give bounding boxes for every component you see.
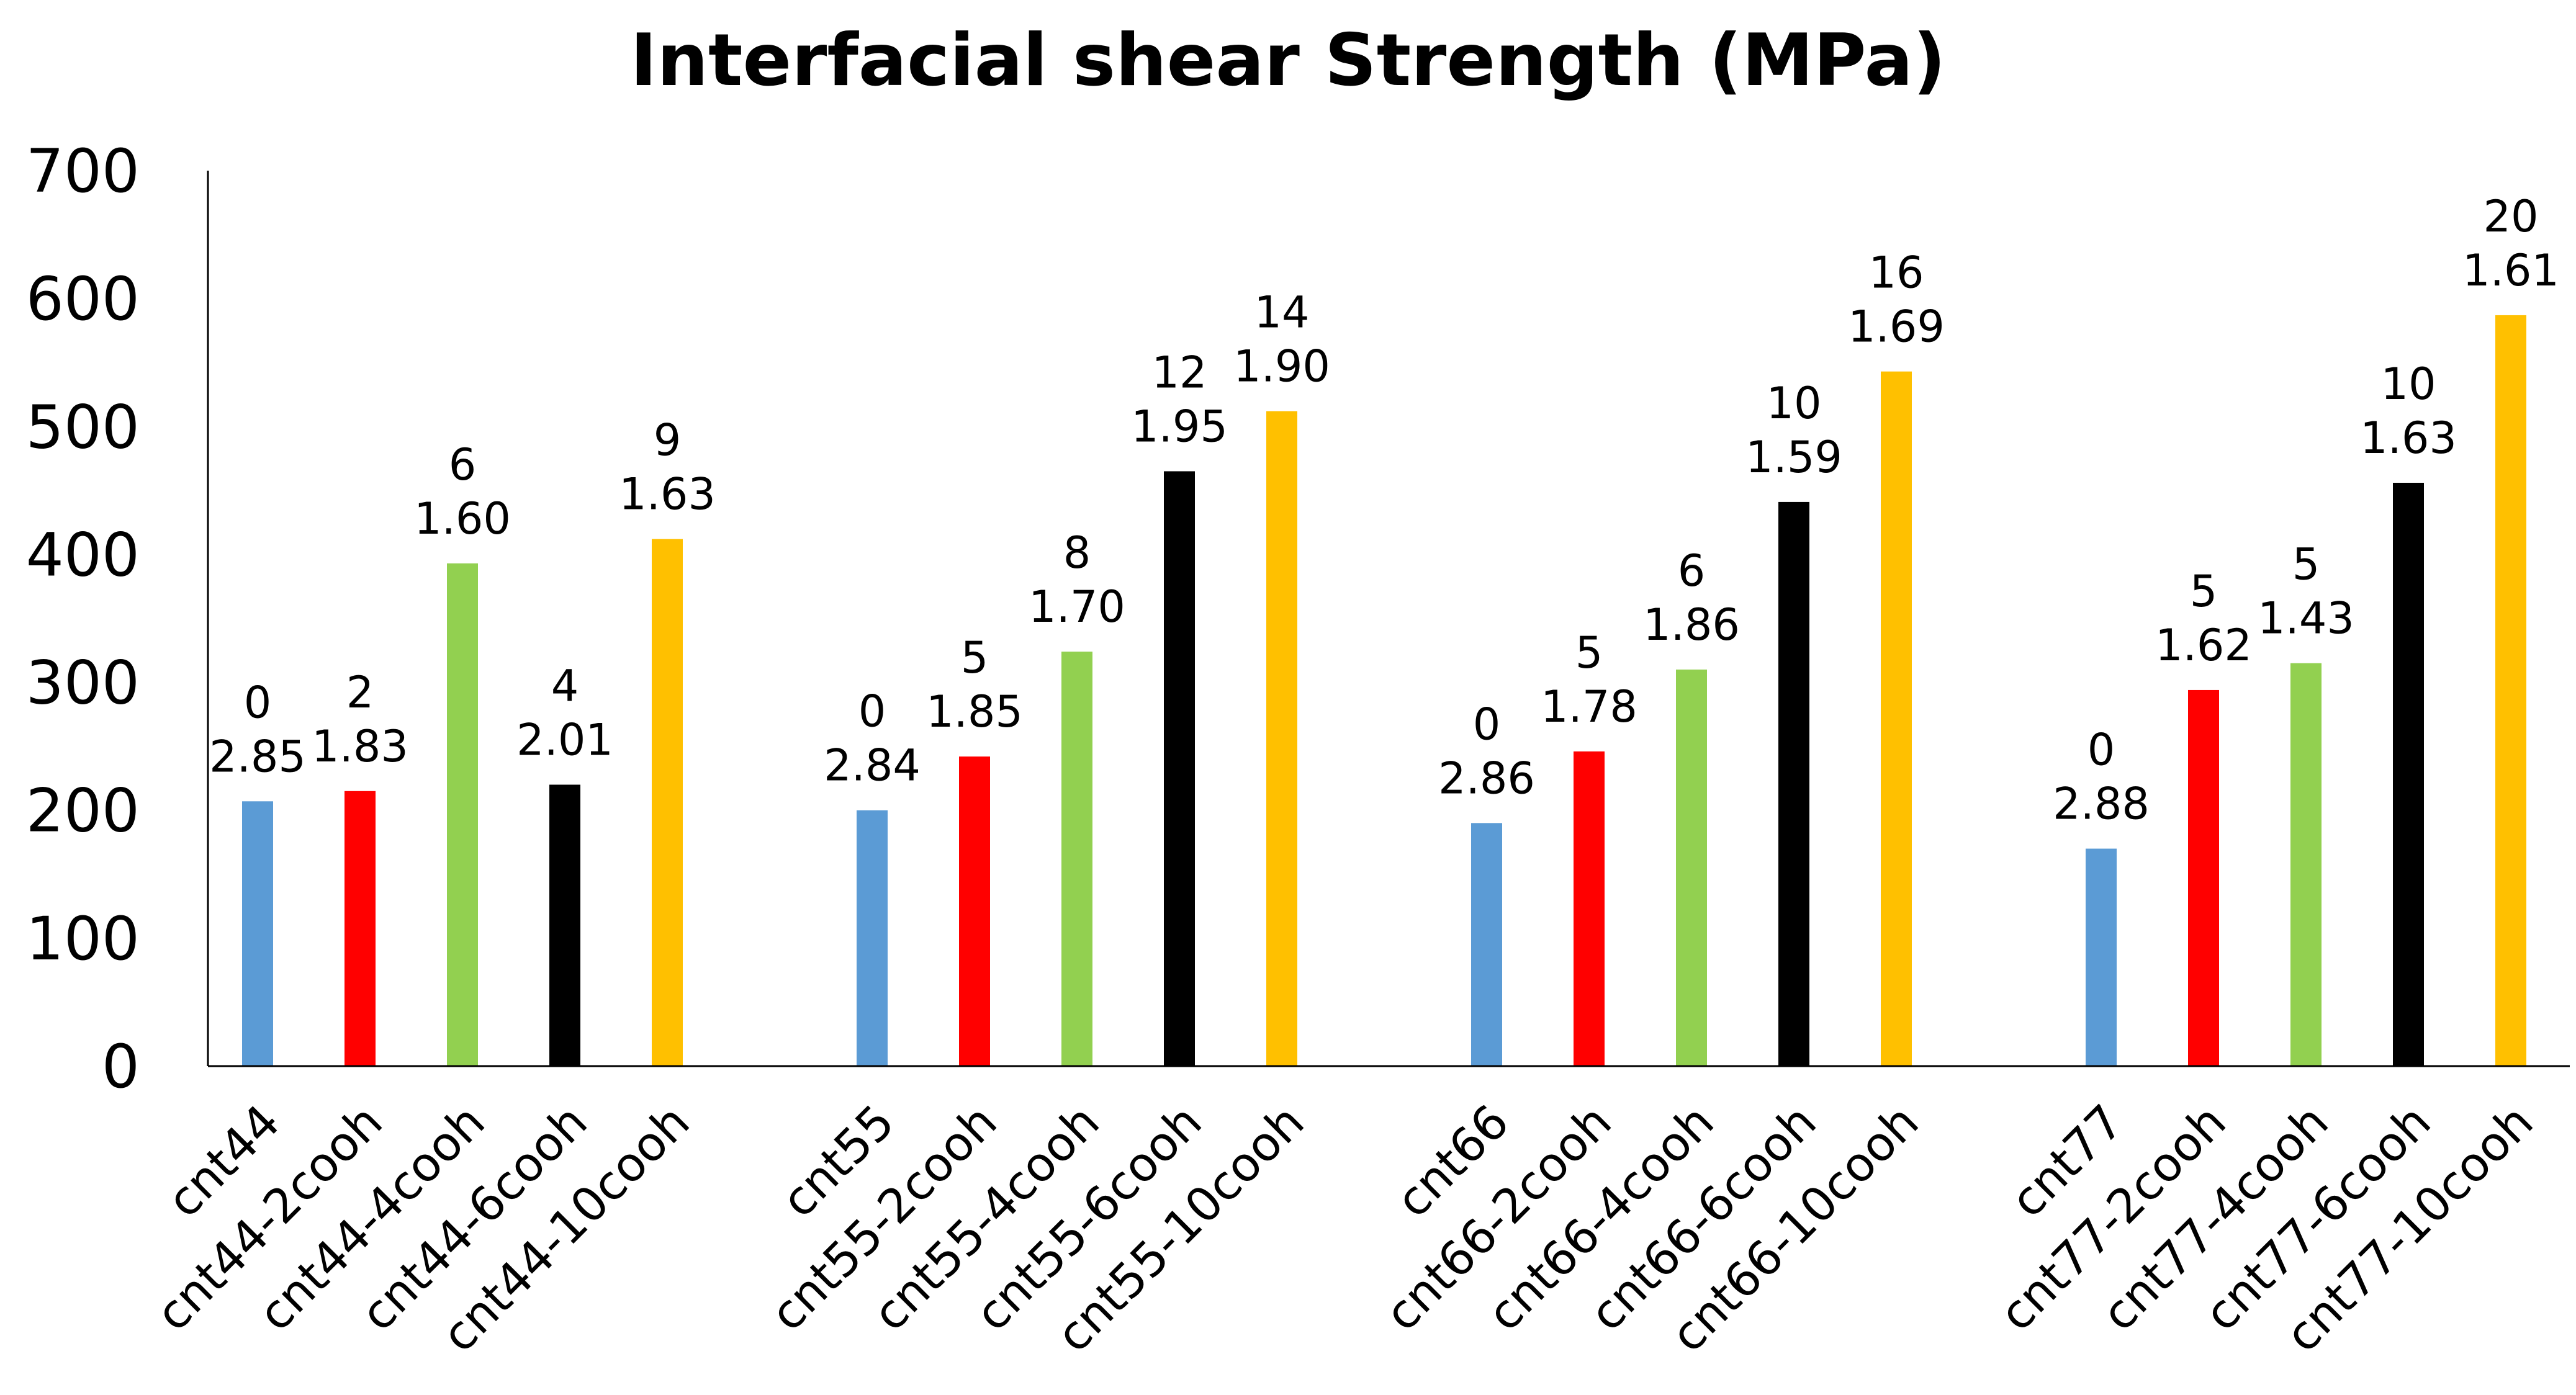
data-label-top: 12	[1151, 347, 1207, 398]
data-label-bottom: 1.62	[2155, 620, 2252, 671]
data-label-bottom: 1.69	[1848, 302, 1945, 352]
y-axis: 0 100 200 300 400 500 600 700	[26, 137, 140, 1101]
bar-cnt44-10cooh	[652, 539, 683, 1066]
bar-cnt55	[857, 810, 888, 1066]
bar-cnt55-10cooh	[1266, 411, 1297, 1066]
data-label-bottom: 1.63	[2360, 413, 2457, 464]
data-label-top: 2	[346, 667, 374, 718]
data-label-top: 8	[1063, 527, 1091, 578]
data-label-top: 5	[961, 632, 989, 683]
data-label-top: 0	[2087, 725, 2115, 776]
data-label-top: 0	[1473, 699, 1501, 750]
data-label-top: 10	[1766, 378, 1821, 429]
data-label-top: 5	[2190, 566, 2218, 617]
y-tick-label: 300	[26, 648, 140, 718]
data-label-bottom: 2.86	[1438, 753, 1535, 804]
data-label-top: 5	[2292, 539, 2320, 590]
data-label-bottom: 2.84	[824, 740, 921, 791]
bar-cnt44-4cooh	[447, 563, 478, 1066]
y-tick-label: 200	[26, 776, 140, 846]
y-tick-label: 100	[26, 904, 140, 974]
data-label-top: 6	[1678, 545, 1706, 596]
data-label-bottom: 2.01	[516, 714, 613, 765]
data-label-bottom: 1.59	[1745, 432, 1842, 483]
data-label-top: 14	[1254, 287, 1309, 338]
y-tick-label: 600	[26, 264, 140, 334]
data-label-bottom: 1.78	[1541, 681, 1637, 732]
bar-cnt55-4cooh	[1061, 652, 1092, 1066]
bar-cnt77-6cooh	[2393, 482, 2424, 1066]
y-tick-label: 0	[102, 1032, 140, 1101]
y-tick-label: 400	[26, 520, 140, 590]
bar-cnt77-4cooh	[2290, 663, 2322, 1066]
bar-cnt77-10cooh	[2495, 315, 2526, 1067]
bar-cnt77-2cooh	[2188, 689, 2219, 1066]
bar-cnt55-2cooh	[959, 756, 990, 1066]
y-tick-label: 700	[26, 137, 140, 206]
data-label-bottom: 1.95	[1131, 401, 1228, 452]
bar-cnt55-6cooh	[1164, 471, 1195, 1066]
data-label-top: 0	[858, 686, 886, 737]
data-label-top: 0	[244, 677, 272, 728]
data-label-bottom: 1.83	[312, 721, 408, 772]
data-label-top: 9	[654, 415, 682, 466]
data-label-bottom: 1.43	[2258, 593, 2354, 644]
bar-cnt66-2cooh	[1574, 751, 1605, 1066]
bar-cnt66-4cooh	[1676, 669, 1707, 1066]
axis-lines	[207, 171, 2570, 1067]
data-label-top: 16	[1868, 248, 1924, 298]
data-label-top: 10	[2380, 359, 2436, 410]
data-label-top: 4	[551, 660, 579, 711]
data-label-bottom: 1.70	[1029, 581, 1125, 632]
data-label-bottom: 1.60	[414, 493, 511, 544]
data-label-top: 6	[449, 439, 477, 490]
bar-cnt66-10cooh	[1881, 371, 1912, 1066]
data-label-bottom: 2.88	[2053, 779, 2150, 830]
data-label-bottom: 2.85	[209, 731, 306, 782]
bar-cnt66	[1471, 823, 1502, 1066]
x-axis-category-labels: cnt44cnt44-2coohcnt44-4coohcnt44-6coohcn…	[145, 1094, 2544, 1363]
data-label-top: 20	[2483, 191, 2538, 242]
data-label-bottom: 1.86	[1643, 599, 1740, 650]
chart-title: Interfacial shear Strength (MPa)	[630, 19, 1946, 102]
bar-cnt77	[2086, 848, 2117, 1066]
y-tick-label: 500	[26, 392, 140, 462]
bar-cnt44-2cooh	[345, 791, 376, 1066]
data-label-bottom: 1.90	[1233, 341, 1330, 392]
bar-cnt44	[242, 801, 273, 1066]
bar-cnt66-6cooh	[1778, 501, 1809, 1066]
data-label-bottom: 1.85	[926, 686, 1023, 737]
data-label-bottom: 1.61	[2462, 245, 2559, 296]
bars	[242, 315, 2526, 1067]
data-label-bottom: 1.63	[619, 469, 716, 520]
bar-cnt44-6cooh	[549, 784, 580, 1066]
data-label-top: 5	[1575, 627, 1603, 678]
